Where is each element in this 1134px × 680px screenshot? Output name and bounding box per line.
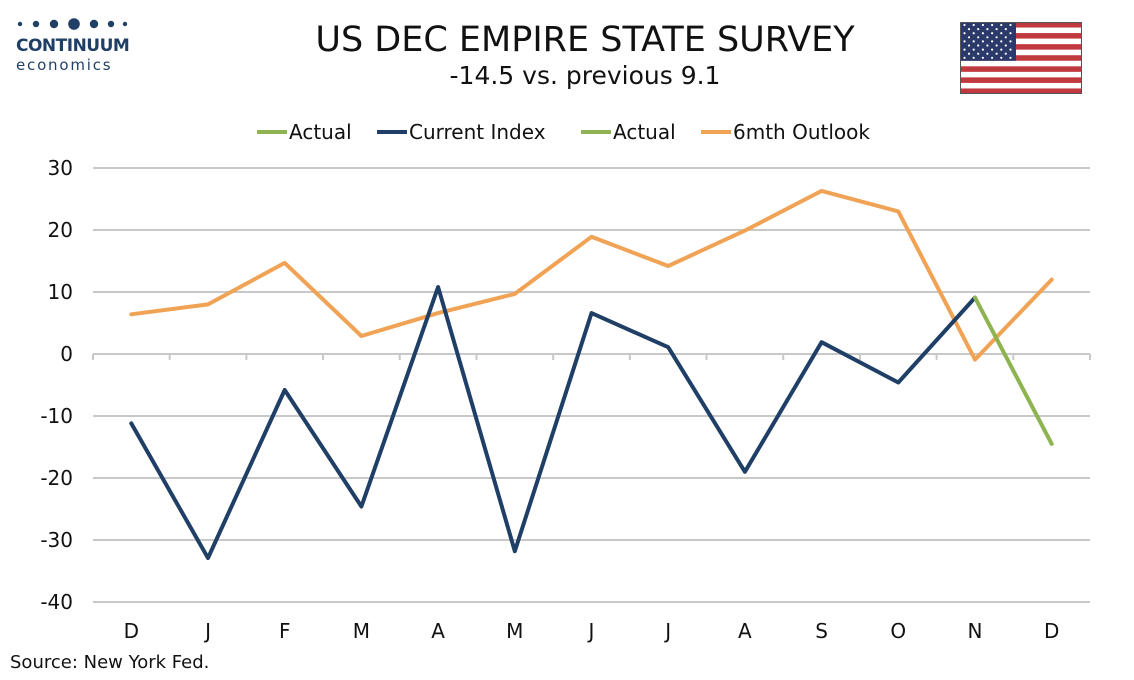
- legend-item-actual-2: Actual: [581, 119, 676, 145]
- brand-logo: CONTINUUM economics: [14, 14, 144, 74]
- y-tick-label: 10: [48, 280, 73, 304]
- x-tick-label: A: [431, 619, 445, 643]
- y-tick-label: -10: [40, 404, 73, 428]
- legend-item-6mth-outlook: 6mth Outlook: [701, 119, 870, 145]
- x-tick-label: A: [738, 619, 752, 643]
- legend-label-current-index: Current Index: [409, 120, 546, 144]
- legend-swatch-6mth-outlook: [701, 130, 731, 134]
- series-line-current-index: [129, 285, 977, 560]
- legend-label-actual-1: Actual: [289, 120, 352, 144]
- chart-legend: Actual Current Index Actual 6mth Outlook: [0, 119, 1134, 145]
- x-tick-label: F: [279, 619, 291, 643]
- x-tick-label: O: [890, 619, 906, 643]
- brand-name: CONTINUUM: [16, 36, 130, 56]
- x-tick-label: M: [353, 619, 370, 643]
- legend-item-actual-1: Actual: [257, 119, 352, 145]
- x-tick-label: D: [1044, 619, 1059, 643]
- y-tick-label: 0: [60, 342, 73, 366]
- legend-label-actual-2: Actual: [613, 120, 676, 144]
- series-line-actual: [973, 295, 1054, 446]
- series-line-6mth-outlook: [129, 188, 1054, 362]
- x-tick-label: S: [815, 619, 828, 643]
- brand-sub: economics: [16, 56, 113, 74]
- chart-title: US DEC EMPIRE STATE SURVEY: [315, 20, 855, 60]
- y-tick-label: -30: [40, 528, 73, 552]
- x-tick-label: N: [967, 619, 982, 643]
- y-tick-label: 20: [48, 218, 73, 242]
- legend-swatch-current-index: [377, 130, 407, 134]
- chart-subtitle: -14.5 vs. previous 9.1: [449, 61, 721, 90]
- x-tick-label: J: [587, 619, 595, 643]
- logo-dots-icon: [17, 18, 128, 30]
- y-tick-label: 30: [48, 156, 73, 180]
- x-tick-label: M: [506, 619, 523, 643]
- x-tick-label: J: [663, 619, 671, 643]
- source-note: Source: New York Fed.: [10, 652, 210, 673]
- x-tick-label: D: [124, 619, 139, 643]
- y-tick-label: -20: [40, 466, 73, 490]
- y-tick-label: -40: [40, 590, 73, 614]
- legend-item-current-index: Current Index: [377, 119, 546, 145]
- legend-swatch-actual-1: [257, 130, 287, 134]
- legend-swatch-actual-2: [581, 130, 611, 134]
- us-flag-icon: [960, 22, 1082, 94]
- legend-label-6mth-outlook: 6mth Outlook: [733, 120, 870, 144]
- x-tick-label: J: [203, 619, 211, 643]
